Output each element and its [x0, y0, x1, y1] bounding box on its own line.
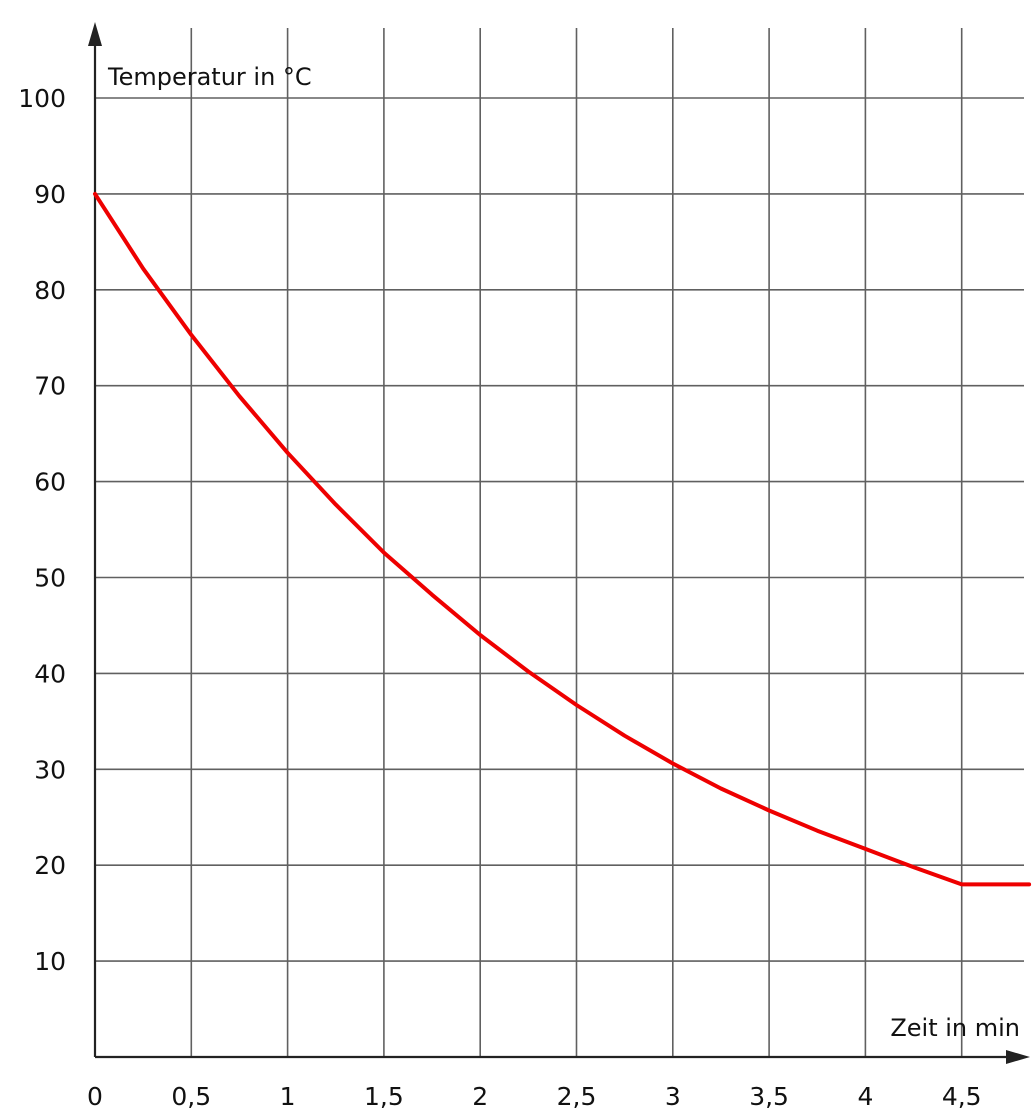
x-axis-title: Zeit in min — [890, 1014, 1020, 1042]
x-tick-label: 3 — [665, 1082, 681, 1111]
series-line — [93, 191, 1032, 887]
labels: 0 0,5 1 1,5 2 2,5 3 3,5 4 4,5 10 20 30 40 50 60 70 80 90 10… — [18, 84, 981, 1111]
y-axis-title: Temperatur in °C — [107, 63, 312, 91]
y-axis-arrow — [88, 22, 102, 46]
x-tick-label: 4 — [857, 1082, 873, 1111]
y-tick-label: 100 — [18, 84, 66, 113]
grid — [95, 28, 1024, 1057]
y-tick-label: 90 — [34, 180, 66, 209]
x-tick-label: 3,5 — [749, 1082, 789, 1111]
x-tick-label: 4,5 — [942, 1082, 982, 1111]
x-tick-label: 1 — [280, 1082, 296, 1111]
x-tick-label: 0,5 — [171, 1082, 211, 1111]
y-tick-label: 20 — [34, 851, 66, 880]
y-tick-label: 70 — [34, 372, 66, 401]
y-tick-label: 30 — [34, 755, 66, 784]
y-tick-label: 40 — [34, 659, 66, 688]
x-tick-label: 1,5 — [364, 1082, 404, 1111]
x-tick-label: 2 — [472, 1082, 488, 1111]
x-tick-label: 2,5 — [557, 1082, 597, 1111]
x-axis-arrow — [1006, 1050, 1030, 1064]
plot-area — [93, 191, 1032, 887]
y-tick-label: 10 — [34, 947, 66, 976]
x-tick-label: 0 — [87, 1082, 103, 1111]
y-tick-label: 50 — [34, 564, 66, 593]
axes — [88, 22, 1030, 1064]
y-tick-label: 80 — [34, 276, 66, 305]
y-tick-label: 60 — [34, 468, 66, 497]
